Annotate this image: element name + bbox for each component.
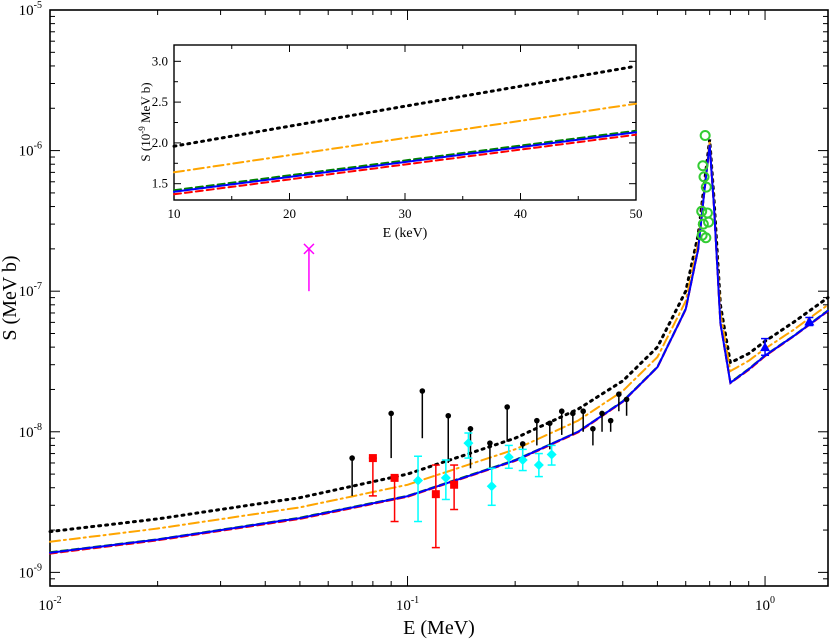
black-circles-marker (534, 417, 540, 424)
y-tick-label-base: 10 (19, 3, 34, 19)
green-circles-marker (697, 160, 709, 172)
black-circles-marker (388, 410, 394, 417)
main-data-points (303, 130, 815, 549)
x-tick-label-base: 10 (396, 598, 411, 614)
inset-y-tick-label: 1.5 (152, 176, 168, 191)
x-tick-label-exponent: 0 (770, 595, 775, 606)
y-tick-label-base: 10 (19, 144, 34, 160)
cyan-diamonds-marker (413, 475, 424, 486)
black-circles-marker (445, 412, 452, 419)
main-axis-ticks (49, 9, 828, 587)
inset-x-tick-label: 40 (514, 206, 527, 221)
inset-y-tick-label: 2.5 (152, 94, 168, 109)
x-tick-label-base: 10 (755, 598, 770, 614)
black-circles-marker (467, 426, 474, 432)
x-tick-label-exponent: -2 (53, 595, 61, 606)
x-tick-label: 100 (755, 595, 775, 614)
cyan-diamonds-marker (503, 452, 514, 463)
inset-y-tick-label: 2.0 (152, 135, 168, 150)
inset-y-tick-label: 3.0 (152, 53, 168, 68)
black-circles-marker (419, 388, 426, 394)
inset-series-line-dotted (172, 64, 638, 148)
black-circles-marker (546, 420, 553, 427)
red-squares-marker (450, 480, 459, 489)
x-tick-label-base: 10 (38, 598, 53, 614)
black-circles-marker (570, 410, 576, 417)
x-tick-label-exponent: -1 (411, 595, 419, 606)
series-line-solid-blue (49, 144, 829, 554)
red-squares-marker (390, 473, 399, 482)
green-circles-marker (696, 205, 708, 217)
inset-series-line-solid-blue (173, 131, 637, 193)
inset-y-axis-label-sup: -9 (137, 126, 147, 134)
black-circles-marker (607, 417, 614, 424)
green-circles-marker (697, 218, 709, 230)
y-tick-label-exponent: -5 (34, 0, 42, 11)
red-squares-marker (368, 454, 377, 463)
black-circles-marker (616, 391, 622, 398)
inset-y-axis-label-tail: MeV b) (138, 82, 153, 126)
y-tick-label: 10-7 (19, 281, 42, 300)
y-tick-label-base: 10 (19, 425, 34, 441)
red-squares-marker (431, 490, 440, 499)
black-circles-marker (349, 455, 355, 461)
inset-series-group (172, 64, 638, 196)
y-tick-label: 10-9 (19, 562, 42, 581)
inset-y-axis-label-main: S (10 (138, 134, 153, 162)
green-circles-marker (700, 181, 712, 193)
inset-x-tick-label: 10 (168, 206, 181, 221)
black-circles-marker (504, 404, 510, 410)
y-tick-label-exponent: -6 (34, 141, 42, 152)
y-tick-label-exponent: -8 (34, 422, 42, 433)
inset-tick-labels: 10 20 30 40 50 1.5 2.0 2.5 3.0 (152, 53, 643, 221)
blue-triangles-marker (804, 316, 815, 326)
main-x-axis-label: E (MeV) (403, 617, 475, 639)
black-circles-marker (590, 426, 596, 432)
cyan-diamonds-marker (440, 472, 451, 483)
inset-x-tick-label: 30 (399, 206, 412, 221)
x-tick-label: 10-2 (38, 595, 61, 614)
black-circles-marker (519, 441, 526, 447)
inset-x-tick-label: 50 (630, 206, 643, 221)
x-tick-label: 10-1 (396, 595, 419, 614)
cyan-diamonds-marker (517, 454, 528, 465)
y-tick-label-base: 10 (19, 565, 34, 581)
black-circles-marker (623, 396, 630, 403)
black-circles-marker (487, 440, 493, 446)
y-tick-label: 10-6 (19, 141, 42, 160)
green-circles-marker (700, 232, 712, 244)
magenta-limit-marker (303, 243, 315, 255)
inset-axis-ticks (173, 45, 637, 200)
y-tick-label-exponent: -7 (34, 281, 42, 292)
inset-series-line-dash-dot (173, 102, 637, 174)
cyan-diamonds-marker (486, 481, 497, 492)
green-circles-marker (698, 171, 710, 183)
green-circles-marker (703, 216, 715, 228)
inset-background (174, 45, 636, 200)
cyan-diamonds-marker (546, 449, 557, 460)
inset-y-axis-label: S (10-9 MeV b) (137, 82, 153, 161)
y-tick-label-base: 10 (19, 284, 34, 300)
cyan-diamonds-marker (463, 438, 474, 449)
cyan-diamonds-marker (533, 460, 544, 471)
inset-series-line-dashed-red (173, 133, 637, 196)
black-circles-marker (599, 410, 605, 417)
inset-x-axis-label: E (keV) (383, 226, 428, 241)
inset-x-tick-label: 20 (283, 206, 296, 221)
green-circles-marker (699, 130, 711, 142)
black-circles-marker (580, 408, 586, 415)
blue-triangles-marker (760, 342, 771, 352)
y-tick-label-exponent: -9 (34, 562, 42, 573)
y-tick-label: 10-8 (19, 422, 42, 441)
inset-series-line-dashed-green (173, 129, 637, 192)
y-tick-label: 10-5 (19, 0, 42, 19)
main-y-axis-label: S (MeV b) (0, 255, 21, 340)
black-circles-marker (558, 408, 565, 415)
